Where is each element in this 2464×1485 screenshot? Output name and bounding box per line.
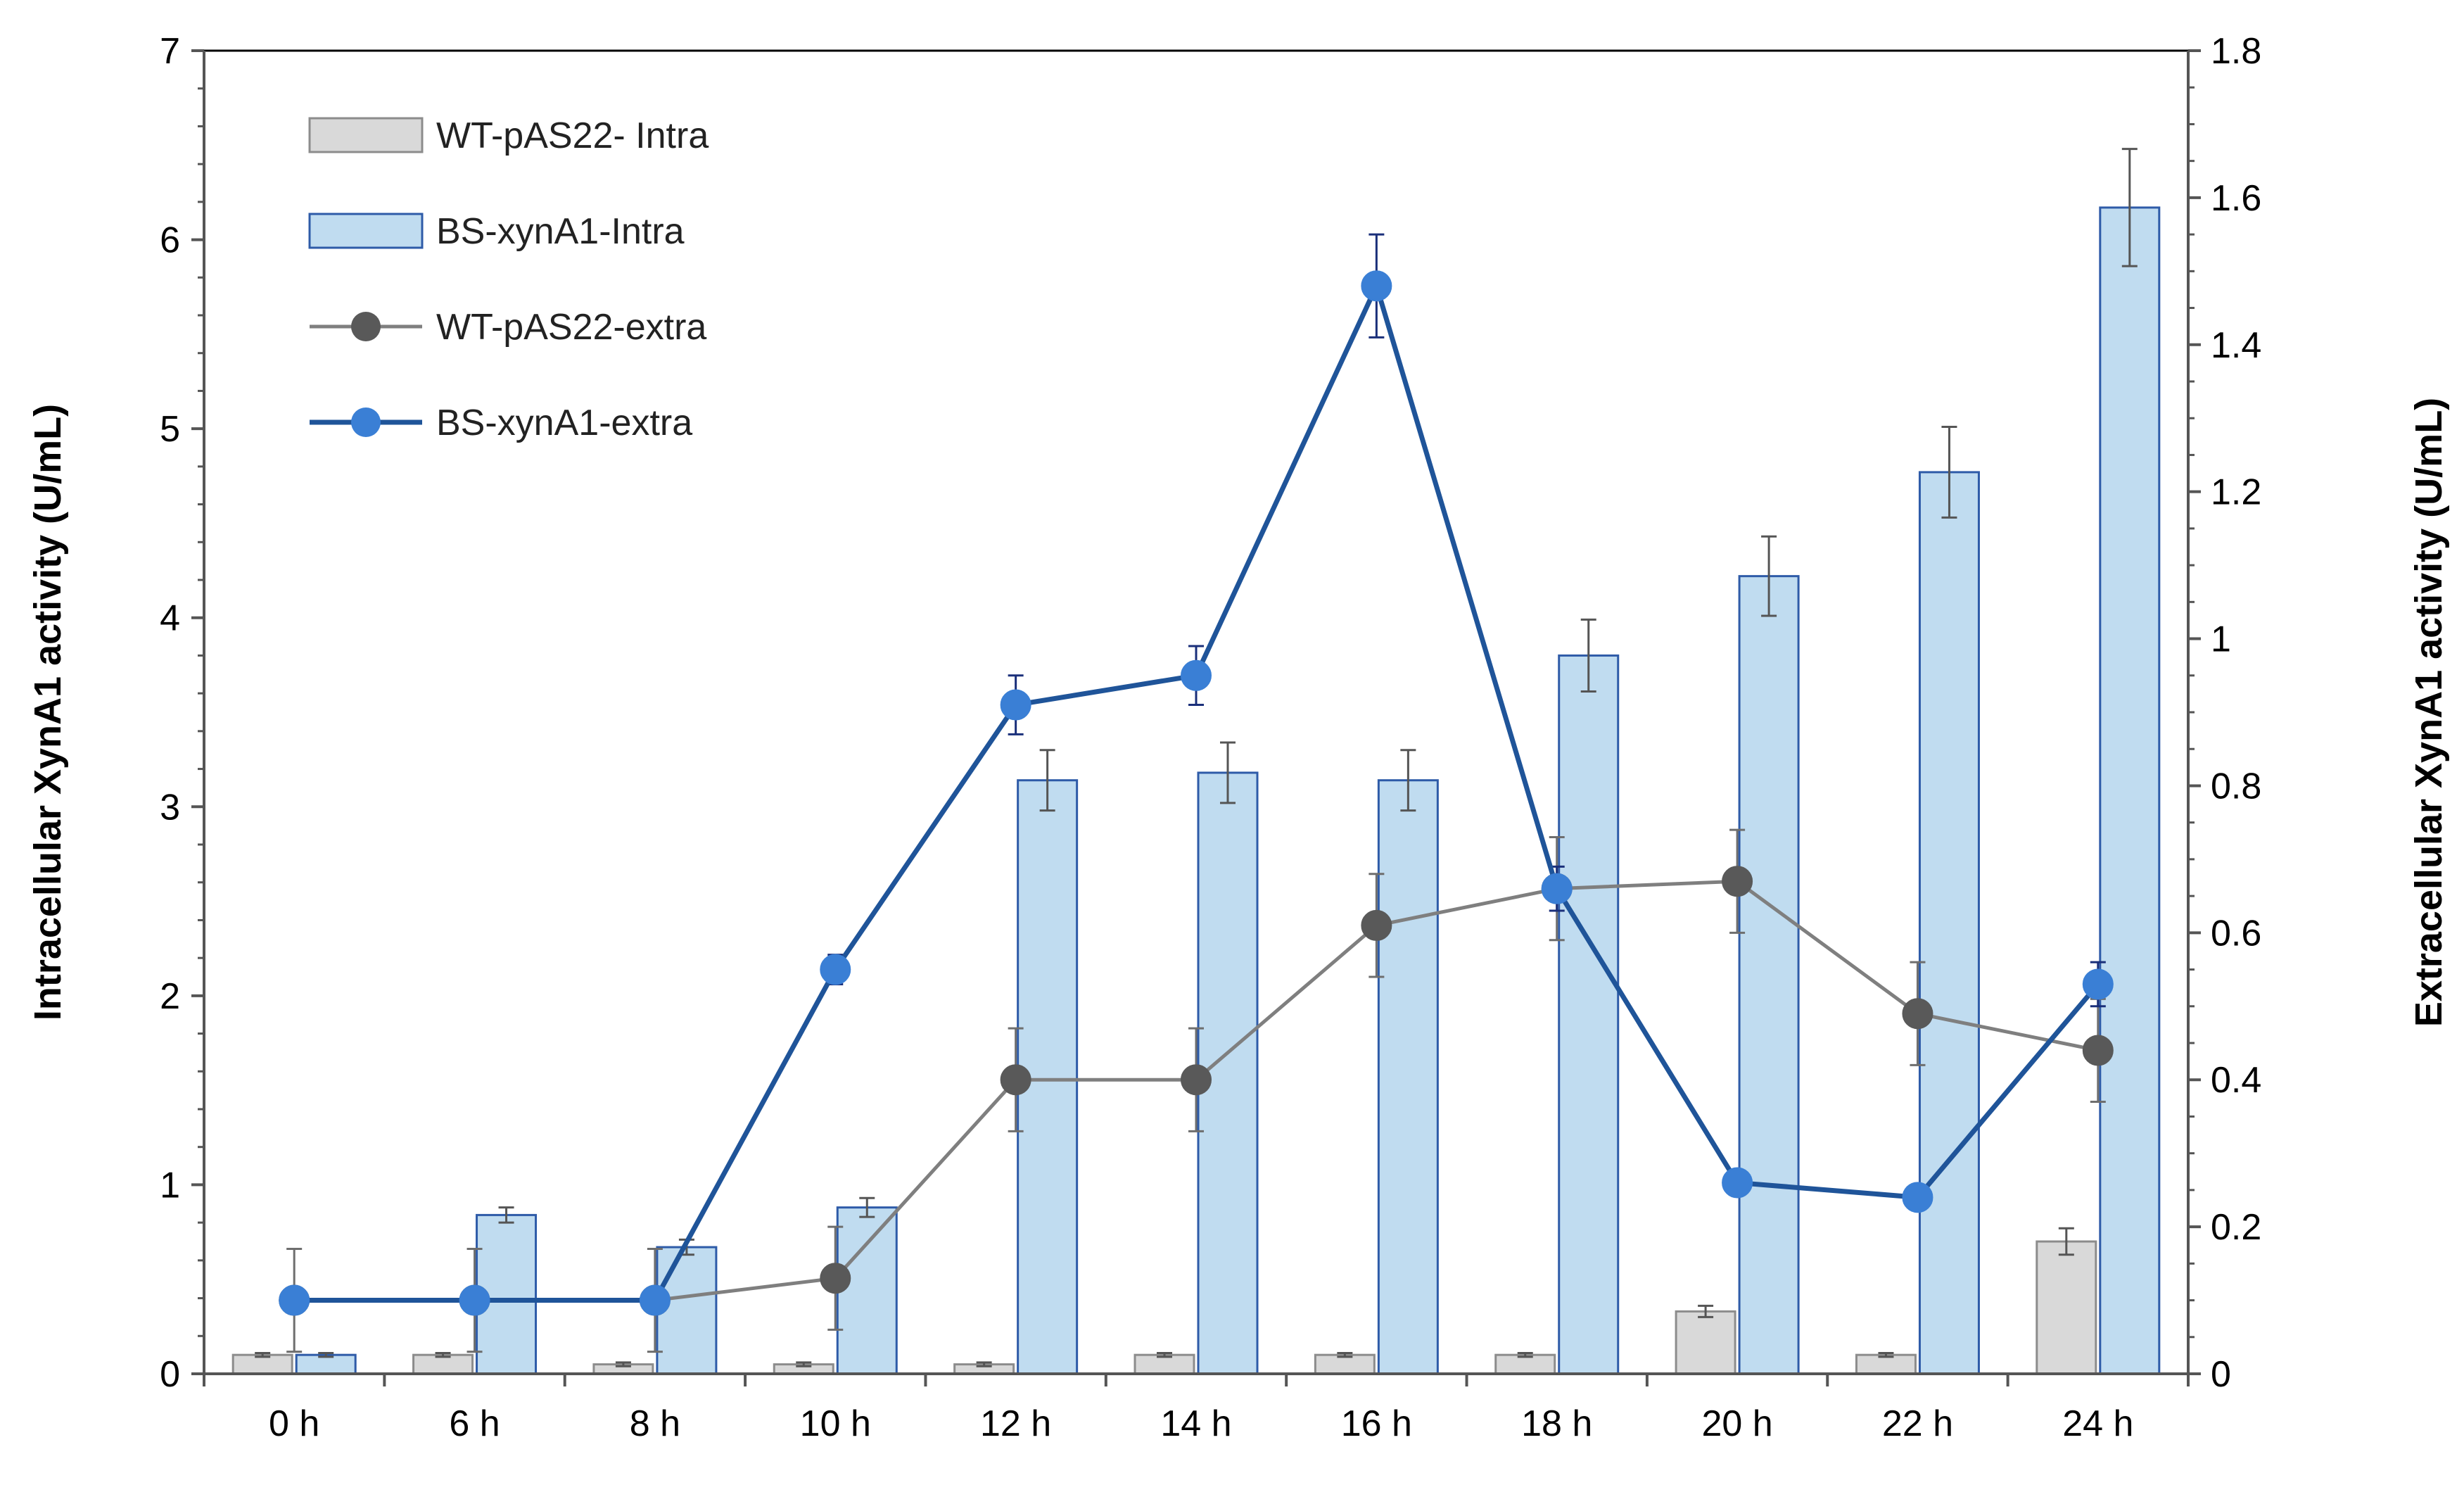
point-bs-extra-6	[1361, 270, 1392, 302]
bar-wt-intra-8	[1675, 1310, 1736, 1375]
point-bs-extra-9	[1902, 1182, 1933, 1213]
errorbar-wt-intra-3	[796, 1361, 812, 1367]
bar-wt-intra-9	[1855, 1353, 1917, 1375]
y-left-tick-label-7: 7	[160, 31, 180, 72]
errorbar-bs-intra-9	[1941, 425, 1957, 519]
errorbar-wt-intra-5	[1157, 1351, 1172, 1358]
point-bs-extra-0	[279, 1284, 310, 1316]
legend-marker-wt-extra	[351, 312, 381, 341]
legend: WT-pAS22- Intra BS-xynA1-Intra WT-pAS22-ex…	[308, 115, 709, 443]
x-tick-label-1: 6 h	[449, 1403, 500, 1444]
x-tick-label-3: 10 h	[800, 1403, 871, 1444]
point-bs-extra-5	[1181, 659, 1212, 691]
errorbar-bs-intra-0	[318, 1351, 334, 1358]
lines	[279, 233, 2114, 1353]
y-right-tick-label-1: 0.2	[2211, 1207, 2261, 1248]
legend-marker-bs-extra	[351, 407, 381, 437]
bar-bs-intra-7	[1558, 654, 1620, 1375]
errorbar-bs-intra-5	[1220, 741, 1236, 804]
errorbar-bs-intra-6	[1400, 749, 1416, 812]
bar-bs-intra-3	[836, 1206, 898, 1375]
y-right-tick-label-7: 1.4	[2211, 325, 2261, 366]
y-right-tick-label-4: 0.8	[2211, 766, 2261, 807]
point-wt-extra-4	[1000, 1064, 1031, 1096]
y-right-tick-label-9: 1.8	[2211, 31, 2261, 72]
x-tick-label-7: 18 h	[1521, 1403, 1592, 1444]
errorbar-bs-intra-3	[859, 1196, 875, 1218]
y-left-tick-label-2: 2	[160, 976, 180, 1017]
errorbar-wt-intra-8	[1698, 1304, 1714, 1318]
point-bs-extra-4	[1000, 689, 1031, 721]
x-tick-label-2: 8 h	[630, 1403, 680, 1444]
legend-label-bs-extra: BS-xynA1-extra	[436, 403, 692, 443]
y-left-tick-label-0: 0	[160, 1354, 180, 1395]
errorbar-wt-intra-9	[1878, 1351, 1894, 1358]
legend-label-wt-extra: WT-pAS22-extra	[436, 307, 706, 348]
point-bs-extra-1	[459, 1284, 490, 1316]
bar-bs-intra-6	[1377, 779, 1439, 1375]
point-wt-extra-8	[1722, 866, 1753, 897]
errorbar-wt-intra-7	[1517, 1351, 1533, 1358]
bar-bs-intra-9	[1918, 471, 1980, 1375]
y-left-tick-label-5: 5	[160, 409, 180, 450]
errorbar-wt-intra-4	[976, 1361, 992, 1367]
bars	[231, 148, 2161, 1375]
legend-label-wt-intra: WT-pAS22- Intra	[436, 115, 709, 156]
point-bs-extra-10	[2082, 968, 2114, 1000]
y-right-tick-label-3: 0.6	[2211, 913, 2261, 954]
errorbar-wt-intra-6	[1337, 1351, 1353, 1358]
errorbar-bs-intra-1	[498, 1206, 514, 1224]
y-right-axis-title: Extracellular XynA1 activity (U/mL)	[2408, 398, 2450, 1027]
point-wt-extra-9	[1902, 998, 1933, 1030]
point-wt-extra-5	[1181, 1064, 1212, 1096]
point-bs-extra-3	[820, 954, 851, 985]
legend-swatch-wt-intra	[308, 117, 424, 153]
legend-label-bs-intra: BS-xynA1-Intra	[436, 211, 685, 252]
y-right-tick-label-5: 1	[2211, 619, 2231, 660]
x-tick-label-4: 12 h	[980, 1403, 1051, 1444]
point-wt-extra-3	[820, 1263, 851, 1294]
x-tick-label-6: 16 h	[1341, 1403, 1412, 1444]
point-wt-extra-6	[1361, 909, 1392, 941]
y-left-tick-label-4: 4	[160, 598, 180, 639]
y-right-tick-label-0: 0	[2211, 1354, 2231, 1395]
errorbar-bs-intra-10	[2121, 148, 2138, 267]
errorbar-wt-intra-2	[615, 1361, 631, 1367]
y-left-tick-label-1: 1	[160, 1165, 180, 1206]
point-wt-extra-10	[2082, 1035, 2114, 1066]
y-left-axis-title: Intracellular XynA1 activity (U/mL)	[27, 404, 69, 1020]
errorbar-wt-intra-10	[2058, 1227, 2074, 1256]
bar-bs-intra-8	[1738, 575, 1800, 1375]
point-bs-extra-8	[1722, 1167, 1753, 1199]
y-right-tick-label-2: 0.4	[2211, 1060, 2261, 1101]
axes: 0 1 2 3 4 5 6 7 0 0.2 0.4 0.6 0.8 1 1.2 1.4 1.6 1.8 0 h 6 h…	[160, 31, 2261, 1444]
x-tick-label-5: 14 h	[1160, 1403, 1231, 1444]
errorbar-wt-intra-0	[255, 1351, 271, 1358]
errorbar-bs-intra-4	[1039, 749, 1055, 812]
x-tick-label-10: 24 h	[2062, 1403, 2133, 1444]
y-right-tick-label-8: 1.6	[2211, 178, 2261, 219]
y-right-tick-label-6: 1.2	[2211, 472, 2261, 513]
errorbar-bs-intra-7	[1580, 618, 1596, 693]
errorbar-bs-intra-8	[1761, 535, 1777, 617]
point-bs-extra-2	[639, 1284, 671, 1316]
x-tick-label-8: 20 h	[1701, 1403, 1772, 1444]
x-tick-label-0: 0 h	[269, 1403, 319, 1444]
y-left-tick-label-3: 3	[160, 787, 180, 828]
bar-bs-intra-10	[2099, 206, 2161, 1375]
y-left-tick-label-6: 6	[160, 220, 180, 261]
point-bs-extra-7	[1541, 873, 1573, 904]
x-tick-label-9: 22 h	[1882, 1403, 1953, 1444]
errorbar-wt-intra-1	[435, 1351, 451, 1358]
legend-swatch-bs-intra	[308, 213, 424, 249]
bar-wt-intra-10	[2036, 1240, 2097, 1375]
